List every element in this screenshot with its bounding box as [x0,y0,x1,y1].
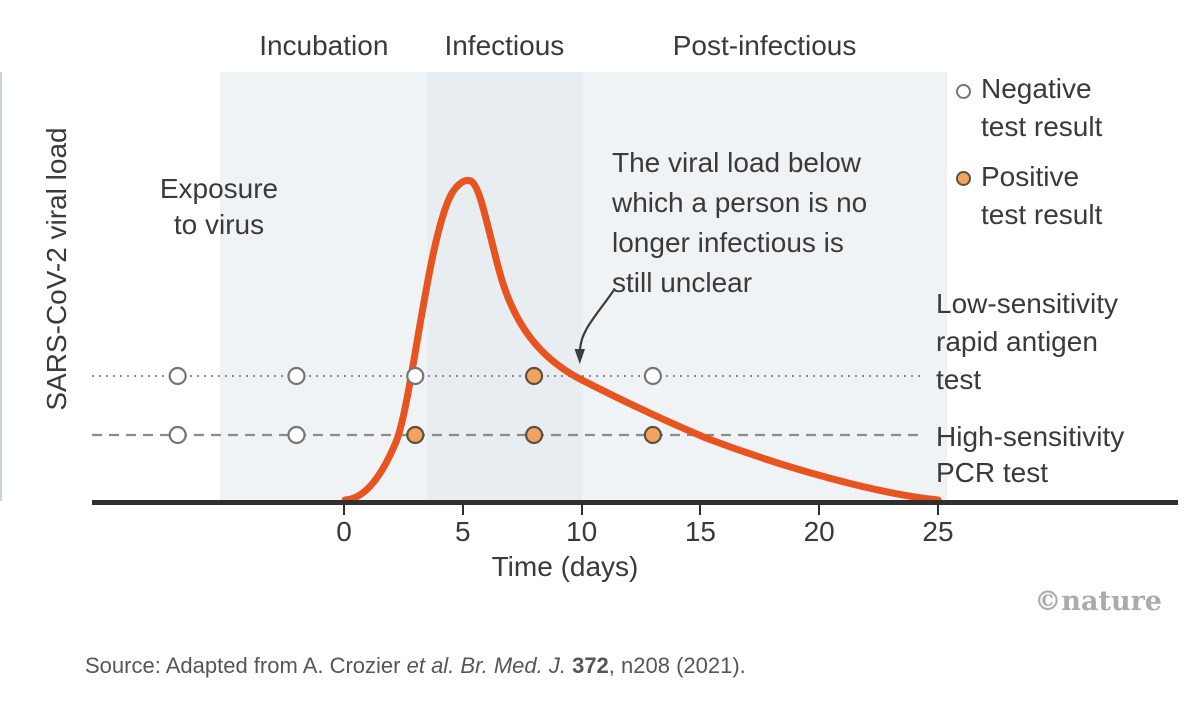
pcr-line-label: High-sensitivity PCR test [936,421,1125,488]
x-tick-label: 0 [336,516,352,547]
exposure-label: Exposure to virus [159,173,279,240]
source-italic: et al. Br. Med. J. [406,653,573,678]
positive-test-dot [524,366,544,386]
viral-load-curve [341,176,942,504]
test-dots-layer [168,366,662,445]
negative-test-dot [287,425,306,445]
x-tick-label: 10 [566,516,598,547]
phase-band-post-infectious [581,72,948,501]
legend-positive-label: Positive test result [981,161,1103,230]
nature-watermark: ©nature [1034,586,1162,617]
negative-test-dot [643,366,662,386]
phase-label-infectious: Infectious [444,30,565,61]
x-tick-mark [461,505,464,515]
source-prefix: Source: Adapted from A. Crozier [85,653,407,678]
x-tick-label: 15 [684,516,716,547]
negative-marker-icon [956,84,971,99]
x-axis-line [92,500,1178,505]
negative-test-dot [287,366,306,386]
x-tick-label: 25 [922,516,954,547]
x-tick-mark [343,505,345,515]
source-suffix: , n208 (2021). [608,653,746,678]
positive-test-dot [406,425,425,445]
exposure-day-line [0,72,2,501]
phase-label-incubation: Incubation [259,30,389,61]
x-tick-mark [818,505,821,515]
phase-label-post-infectious: Post-infectious [672,30,857,61]
phase-band-incubation [220,72,428,501]
source-citation: Source: Adapted from A. Crozier et al. B… [85,653,746,679]
positive-test-dot [524,425,544,445]
annotation-arrow [574,289,615,364]
x-axis-label: Time (days) [491,551,639,582]
x-tick-label: 20 [803,516,835,547]
antigen-line-label: Low-sensitivity rapid antigen test [936,288,1119,395]
x-tick-mark [937,505,939,515]
y-axis-label: SARS-CoV-2 viral load [41,127,72,411]
positive-marker-icon [956,171,971,186]
legend-negative-label: Negative test result [981,73,1103,142]
source-volume: 372 [572,653,609,678]
x-tick-mark [699,505,702,515]
annotation-text: The viral load below which a person is n… [612,147,868,298]
positive-test-dot [643,425,662,445]
x-tick-label: 5 [455,516,471,547]
negative-test-dot [168,425,187,445]
negative-test-dot [406,366,425,386]
x-tick-mark [580,505,583,515]
negative-test-dot [168,366,187,386]
